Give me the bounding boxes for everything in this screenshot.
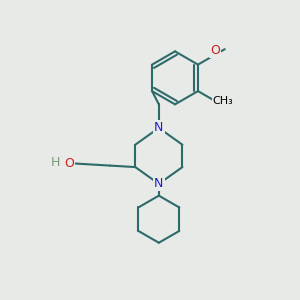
Text: N: N	[154, 122, 164, 134]
Text: O: O	[64, 157, 74, 170]
Text: O: O	[210, 44, 220, 57]
Text: CH₃: CH₃	[212, 96, 233, 106]
Text: N: N	[154, 177, 164, 190]
Text: H: H	[50, 156, 60, 169]
